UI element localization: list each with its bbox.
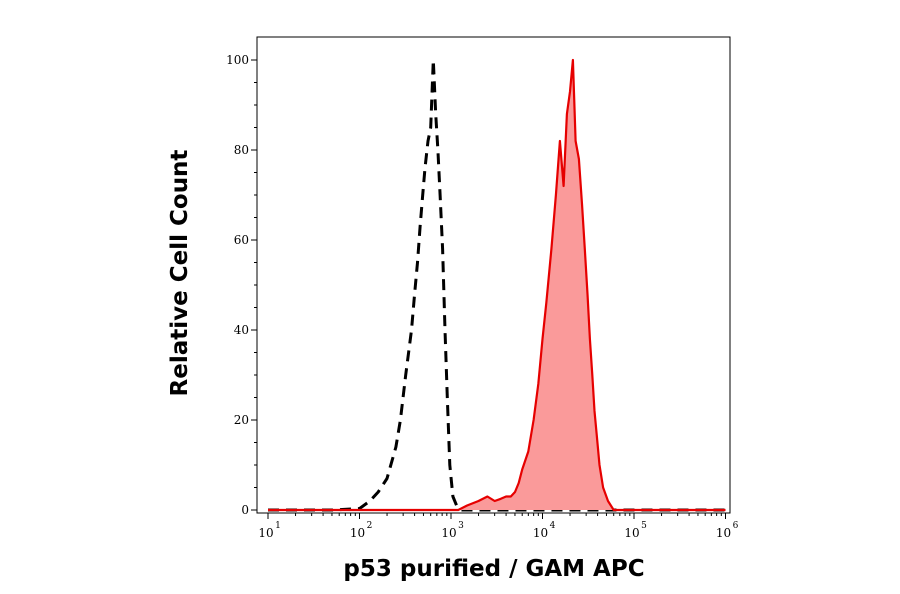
plot-marks xyxy=(268,58,726,512)
x-tick-label: 10 xyxy=(350,526,365,540)
x-tick-label: 10 xyxy=(716,526,731,540)
y-tick-label-80: 80 xyxy=(234,143,249,157)
x-tick-exponent: 2 xyxy=(367,521,373,531)
x-tick-label: 10 xyxy=(441,526,456,540)
y-tick-label-100: 100 xyxy=(226,53,249,67)
x-tick-label: 10 xyxy=(624,526,639,540)
x-tick-exponent: 4 xyxy=(550,521,556,531)
y-axis: 0 20 40 60 80 100 xyxy=(226,53,257,517)
x-tick-exponent: 3 xyxy=(458,521,464,531)
x-tick-exponent: 1 xyxy=(275,521,281,531)
x-axis-title: p53 purified / GAM APC xyxy=(343,556,644,582)
series-2-line xyxy=(268,58,726,512)
x-tick-label: 10 xyxy=(258,526,273,540)
y-tick-label-0: 0 xyxy=(241,503,249,517)
series-1-line xyxy=(268,58,726,512)
x-tick-label: 10 xyxy=(533,526,548,540)
y-tick-label-40: 40 xyxy=(234,323,249,337)
y-tick-label-60: 60 xyxy=(234,233,249,247)
x-tick-exponent: 6 xyxy=(733,521,739,531)
series-2-fill xyxy=(268,60,726,510)
x-tick-exponent: 5 xyxy=(641,521,647,531)
x-axis: 10 1 10 2 10 3 10 4 10 5 10 6 xyxy=(258,513,739,540)
y-axis-title: Relative Cell Count xyxy=(167,150,193,397)
plot-frame xyxy=(256,36,731,514)
y-tick-label-20: 20 xyxy=(234,413,249,427)
